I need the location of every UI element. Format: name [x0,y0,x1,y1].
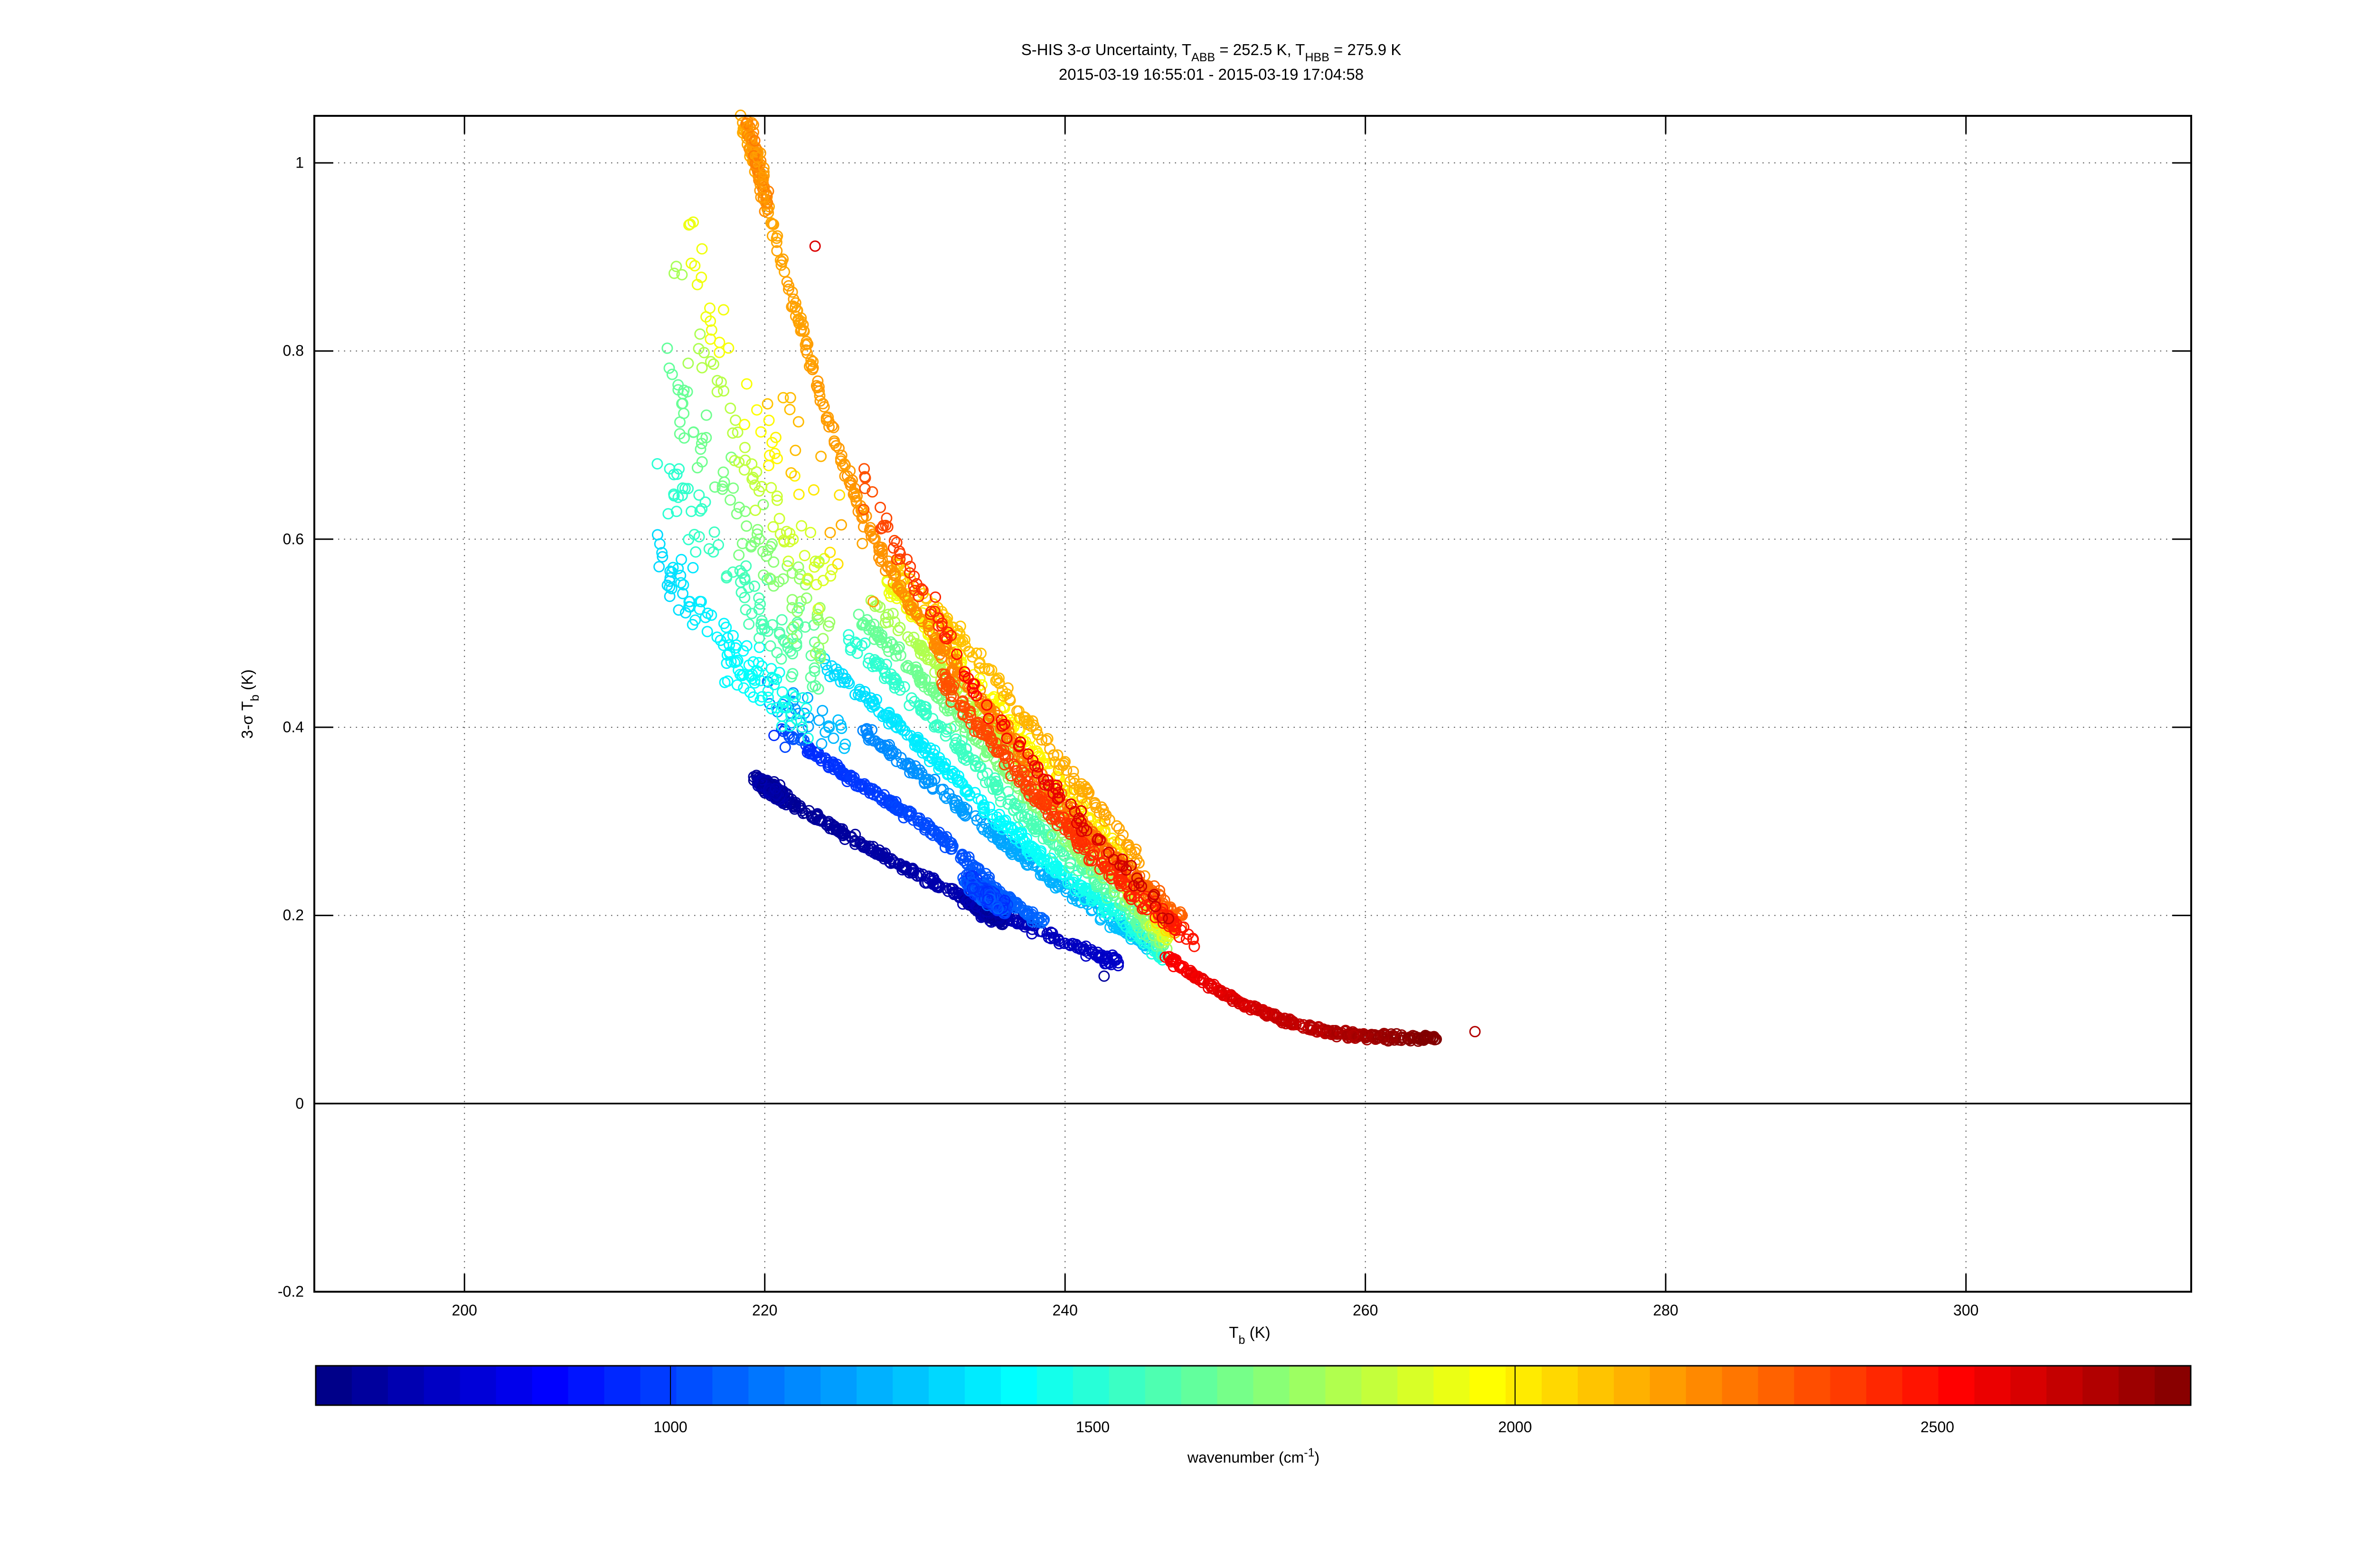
y-axis-label: 3-σ Tb (K) [238,669,262,739]
series-lime-cloud [669,261,838,615]
series-maroon-strays [951,648,1175,925]
series-yellow-strays [683,216,846,570]
series-amber-strays [762,392,879,608]
colorbar-tick-label: 1500 [1075,1418,1110,1436]
x-tick-label: 260 [1352,1302,1378,1319]
y-tick-label: 0.4 [283,718,304,736]
series-green-cloud [661,342,836,664]
colorbar-gradient [316,1366,2191,1405]
x-tick-label: 220 [752,1302,778,1319]
x-axis-label: Tb (K) [1229,1324,1271,1347]
y-tick-label: 0.6 [283,530,304,548]
series-darkred-tail [1159,951,1442,1047]
plot-border [313,115,2192,1293]
outlier-points [809,240,1481,1038]
title-block: S-HIS 3-σ Uncertainty, TABB = 252.5 K, T… [0,41,2374,84]
y-tick-label: -0.2 [277,1283,304,1300]
series-royal-arm [800,739,1050,929]
x-tick-label: 280 [1653,1302,1678,1319]
colorbar-label: wavenumber (cm-1) [1187,1446,1320,1466]
y-tick-label: 0.8 [283,342,304,359]
colorbar-border [315,1365,2192,1406]
x-tick-label: 240 [1052,1302,1078,1319]
x-tick-label: 300 [1953,1302,1979,1319]
colorbar-tick-label: 2500 [1920,1418,1954,1436]
scatter-points [651,109,1481,1047]
cluster-navy-blob-220 [748,770,797,811]
axis-ticks [314,116,2191,1293]
series-cyan-cloud [651,529,814,744]
y-tick-label: 0.2 [283,906,304,924]
cluster-royal-blob-234 [957,869,1014,920]
cluster-orange-top-cluster [740,115,774,217]
y-tick-label: 0 [295,1095,304,1112]
series-teal-cloud [651,458,827,695]
y-gridlines [314,162,2191,916]
x-tick-label: 200 [452,1302,477,1319]
series-red-left-strays [858,463,957,645]
x-gridlines [464,116,1967,1292]
plot-title: S-HIS 3-σ Uncertainty, TABB = 252.5 K, T… [1021,41,1402,64]
plot-subtitle: 2015-03-19 16:55:01 - 2015-03-19 17:04:5… [1058,66,1364,83]
colorbar-tick-label: 1000 [653,1418,688,1436]
colorbar-tick-label: 2000 [1498,1418,1532,1436]
y-tick-label: 1 [295,154,304,171]
series-red-arm [936,668,1200,952]
colorbar-ticks [670,1366,1516,1405]
